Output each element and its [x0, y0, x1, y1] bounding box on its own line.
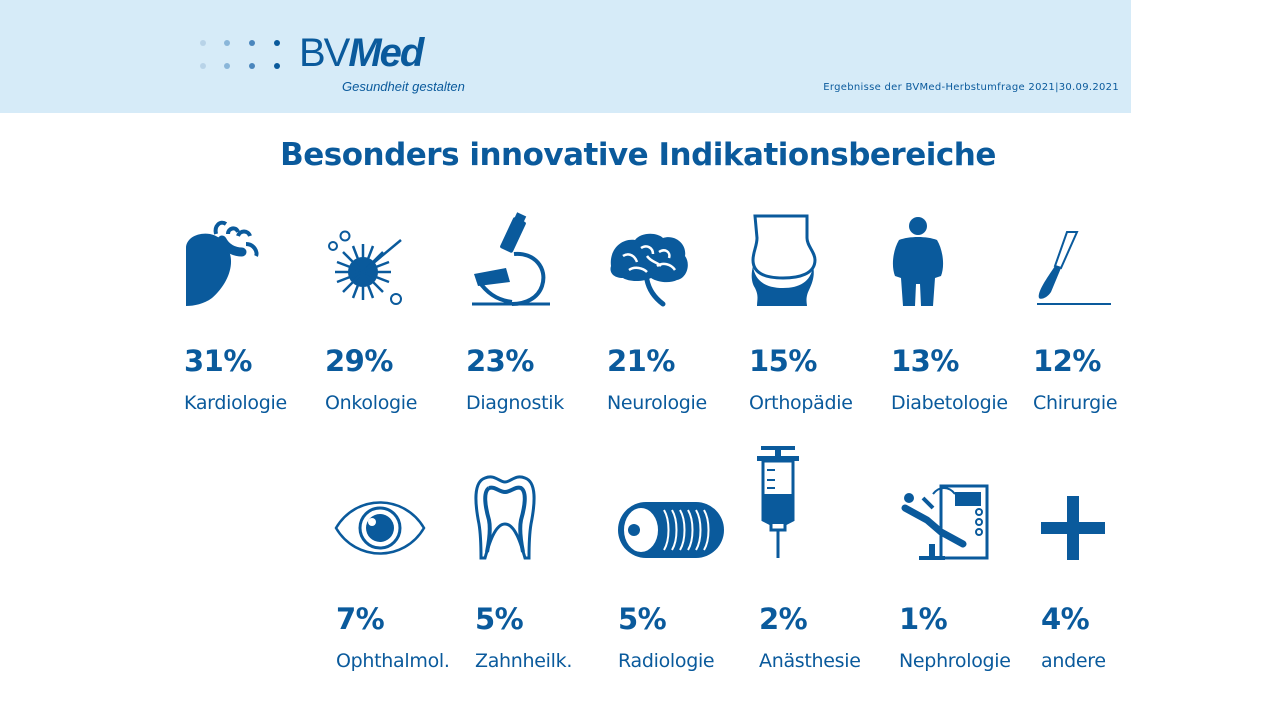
tooth-icon: [474, 475, 536, 560]
label-radiologie: Radiologie: [618, 650, 715, 672]
value-anaesthesie: 2%: [759, 602, 808, 636]
scalpel-icon: [1037, 231, 1111, 305]
syringe-icon: [757, 446, 799, 558]
page-title: Besonders innovative Indikationsbereiche: [280, 137, 996, 173]
dialysis-icon: [901, 484, 989, 560]
value-radiologie: 5%: [618, 602, 667, 636]
label-diabetologie: Diabetologie: [891, 392, 1008, 414]
value-ophthalmologie: 7%: [336, 602, 385, 636]
value-diagnostik: 23%: [466, 344, 534, 378]
value-kardiologie: 31%: [184, 344, 252, 378]
value-diabetologie: 13%: [891, 344, 959, 378]
value-andere: 4%: [1041, 602, 1090, 636]
label-anaesthesie: Anästhesie: [759, 650, 861, 672]
person-icon: [892, 217, 944, 306]
brain-icon: [610, 233, 688, 307]
value-orthopaedie: 15%: [749, 344, 817, 378]
label-neurologie: Neurologie: [607, 392, 707, 414]
value-nephrologie: 1%: [899, 602, 948, 636]
logo-tagline: Gesundheit gestalten: [342, 79, 465, 94]
cancer-cell-icon: [328, 230, 402, 305]
ct-scanner-icon: [618, 502, 724, 558]
value-onkologie: 29%: [325, 344, 393, 378]
plus-icon: [1041, 496, 1105, 560]
eye-icon: [334, 501, 426, 555]
label-onkologie: Onkologie: [325, 392, 418, 414]
label-ophthalmologie: Ophthalmol.: [336, 650, 450, 672]
label-andere: andere: [1041, 650, 1106, 672]
value-zahnheilkunde: 5%: [475, 602, 524, 636]
value-neurologie: 21%: [607, 344, 675, 378]
label-orthopaedie: Orthopädie: [749, 392, 853, 414]
label-diagnostik: Diagnostik: [466, 392, 564, 414]
heart-icon: [186, 220, 259, 306]
logo: BVMed: [299, 31, 424, 75]
header-banner: BVMed Gesundheit gestalten Ergebnisse de…: [0, 0, 1131, 113]
label-nephrologie: Nephrologie: [899, 650, 1011, 672]
microscope-icon: [472, 212, 550, 306]
joint-icon: [751, 214, 817, 306]
survey-info: Ergebnisse der BVMed-Herbstumfrage 2021|…: [823, 82, 1119, 93]
label-chirurgie: Chirurgie: [1033, 392, 1118, 414]
value-chirurgie: 12%: [1033, 344, 1101, 378]
label-zahnheilkunde: Zahnheilk.: [475, 650, 573, 672]
label-kardiologie: Kardiologie: [184, 392, 287, 414]
